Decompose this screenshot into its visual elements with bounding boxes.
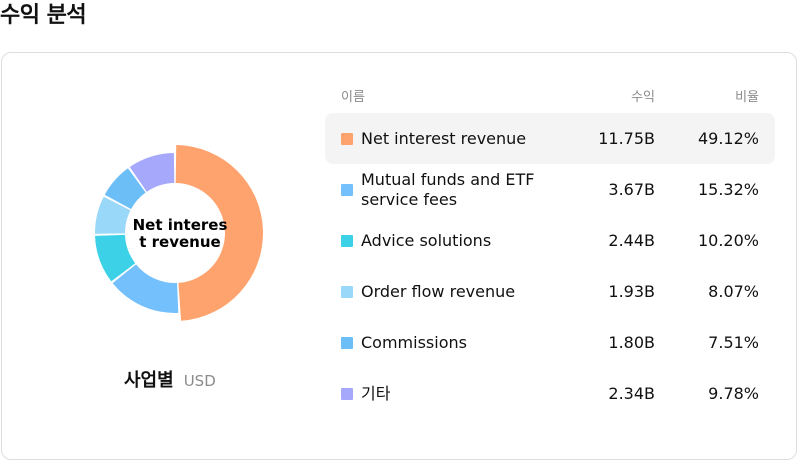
row-ratio: 9.78% <box>708 383 759 403</box>
legend-swatch <box>341 132 353 145</box>
table-row-order-flow[interactable]: Order flow revenue 1.93B 8.07% <box>325 266 775 317</box>
row-ratio: 49.12% <box>697 128 759 148</box>
table-row-commissions[interactable]: Commissions 1.80B 7.51% <box>325 317 775 368</box>
row-ratio: 15.32% <box>697 179 759 199</box>
row-revenue: 11.75B <box>598 128 655 148</box>
chart-caption-title: 사업별 <box>124 370 174 391</box>
row-ratio: 10.20% <box>697 230 759 250</box>
page-title: 수익 분석 <box>0 3 87 28</box>
table-row-other[interactable]: 기타 2.34B 9.78% <box>325 368 775 419</box>
donut-slice-4[interactable] <box>95 196 131 234</box>
donut-slice-2[interactable] <box>112 264 179 313</box>
row-revenue: 1.93B <box>608 281 655 301</box>
column-header-revenue: 수익 <box>631 90 655 105</box>
row-ratio: 8.07% <box>708 281 759 301</box>
row-name: Mutual funds and ETF service fees <box>361 169 535 209</box>
legend-swatch <box>341 285 353 298</box>
row-revenue: 1.80B <box>608 332 655 352</box>
column-header-ratio: 비율 <box>735 90 759 105</box>
chart-caption: 사업별 USD <box>124 366 216 392</box>
table-row-mutual-funds[interactable]: Mutual funds and ETF service fees 3.67B … <box>325 164 775 215</box>
donut-chart: Net interest revenue <box>90 141 270 326</box>
column-header-name: 이름 <box>341 90 365 105</box>
legend-swatch <box>341 234 353 247</box>
donut-slice-1[interactable] <box>175 145 263 321</box>
donut-slice-3[interactable] <box>95 234 136 282</box>
row-revenue: 2.44B <box>608 230 655 250</box>
chart-caption-unit: USD <box>183 372 216 390</box>
row-revenue: 2.34B <box>608 383 655 403</box>
row-revenue: 3.67B <box>608 179 655 199</box>
legend-swatch <box>341 183 353 196</box>
legend-swatch <box>341 387 353 400</box>
row-name: Net interest revenue <box>361 128 527 148</box>
donut-slice-5[interactable] <box>104 168 146 210</box>
table-row-net-interest-revenue[interactable]: Net interest revenue 11.75B 49.12% <box>325 113 775 164</box>
legend-swatch <box>341 336 353 349</box>
donut-slice-6[interactable] <box>129 153 175 192</box>
row-name: 기타 <box>361 383 391 403</box>
table-row-advice-solutions[interactable]: Advice solutions 2.44B 10.20% <box>325 215 775 266</box>
row-ratio: 7.51% <box>708 332 759 352</box>
row-name: Commissions <box>361 332 467 352</box>
row-name: Order flow revenue <box>361 281 516 301</box>
table-header: 이름 수익 비율 <box>325 84 775 106</box>
revenue-table: Net interest revenue 11.75B 49.12% Mutua… <box>325 113 775 419</box>
donut-chart-svg <box>95 145 263 321</box>
row-name: Advice solutions <box>361 230 492 250</box>
